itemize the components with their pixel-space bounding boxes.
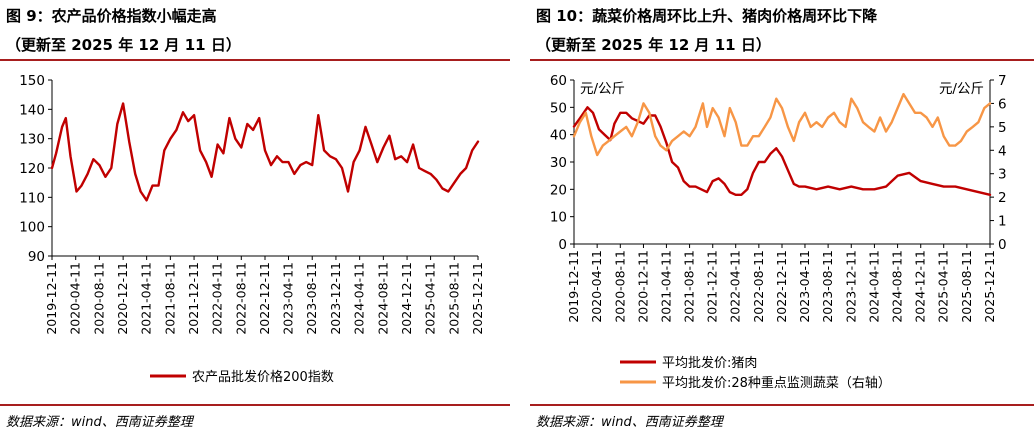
left-top-rule xyxy=(0,59,510,61)
series-line-1 xyxy=(572,106,992,197)
x-tick-label: 2023-12-11 xyxy=(843,250,858,323)
x-tick-label: 2025-12-11 xyxy=(982,250,997,323)
x-tick-label: 2024-04-11 xyxy=(352,262,367,335)
y2-tick-label: 3 xyxy=(998,167,1007,183)
y-tick-label: 40 xyxy=(550,128,567,144)
x-tick-label: 2021-04-11 xyxy=(658,250,673,323)
x-tick-label: 2025-04-11 xyxy=(936,250,951,323)
series-line-2 xyxy=(572,92,992,157)
left-figure-panel: 图 9：农产品价格指数小幅走高 （更新至 2025 年 12 月 11 日） 1… xyxy=(0,0,510,436)
y-tick-label: 0 xyxy=(558,237,567,253)
x-tick-label: 2023-12-11 xyxy=(328,262,343,335)
y2-tick-label: 1 xyxy=(998,214,1007,230)
y2-tick-label: 6 xyxy=(998,96,1007,112)
y-tick-label: 10 xyxy=(550,210,567,226)
x-tick-label: 2021-08-11 xyxy=(682,250,697,323)
x-tick-label: 2022-12-11 xyxy=(774,250,789,323)
x-tick-label: 2025-08-11 xyxy=(959,250,974,323)
x-tick-label: 2024-12-11 xyxy=(913,250,928,323)
series-line-1 xyxy=(50,102,480,202)
x-tick-label: 2020-04-11 xyxy=(589,250,604,323)
y-tick-label: 90 xyxy=(28,249,45,265)
x-tick-label: 2022-12-11 xyxy=(257,262,272,335)
legend-label-2: 平均批发价:28种重点监测蔬菜（右轴） xyxy=(662,375,891,391)
right-source-note: 数据来源：wind、西南证券整理 xyxy=(536,415,723,430)
left-bottom-rule xyxy=(0,404,510,406)
x-tick-label: 2023-08-11 xyxy=(304,262,319,335)
x-tick-label: 2022-04-11 xyxy=(728,250,743,323)
y-tick-label: 140 xyxy=(19,102,45,118)
y2-tick-label: 7 xyxy=(998,73,1007,89)
x-tick-label: 2024-08-11 xyxy=(890,250,905,323)
y-tick-label: 30 xyxy=(550,155,567,171)
y-tick-label: 120 xyxy=(19,161,45,177)
x-tick-label: 2021-08-11 xyxy=(162,262,177,335)
x-tick-label: 2024-04-11 xyxy=(866,250,881,323)
x-tick-label: 2021-04-11 xyxy=(139,262,154,335)
x-tick-label: 2020-08-11 xyxy=(612,250,627,323)
y2-tick-label: 2 xyxy=(998,190,1007,206)
x-tick-label: 2020-04-11 xyxy=(68,262,83,335)
right-figure-title: 图 10：蔬菜价格周环比上升、猪肉价格周环比下降 xyxy=(536,7,878,25)
y-tick-label: 130 xyxy=(19,132,45,148)
x-tick-label: 2019-12-11 xyxy=(44,262,59,335)
x-tick-label: 2023-08-11 xyxy=(820,250,835,323)
y2-tick-label: 5 xyxy=(998,120,1007,136)
x-tick-label: 2021-12-11 xyxy=(705,250,720,323)
y-tick-label: 110 xyxy=(19,190,45,206)
y-tick-label: 60 xyxy=(550,73,567,89)
y-unit-label: 元/公斤 xyxy=(580,81,625,97)
legend-label-1: 农产品批发价格200指数 xyxy=(192,369,334,385)
x-tick-label: 2021-12-11 xyxy=(186,262,201,335)
x-tick-label: 2020-12-11 xyxy=(635,250,650,323)
x-tick-label: 2025-04-11 xyxy=(423,262,438,335)
x-tick-label: 2020-12-11 xyxy=(115,262,130,335)
y-tick-label: 20 xyxy=(550,182,567,198)
y2-tick-label: 4 xyxy=(998,143,1007,159)
x-tick-label: 2022-08-11 xyxy=(233,262,248,335)
x-tick-label: 2023-04-11 xyxy=(797,250,812,323)
x-tick-label: 2022-08-11 xyxy=(751,250,766,323)
right-top-rule xyxy=(530,59,1034,61)
x-tick-label: 2024-08-11 xyxy=(375,262,390,335)
x-tick-label: 2025-08-11 xyxy=(446,262,461,335)
y-tick-label: 100 xyxy=(19,220,45,236)
y2-tick-label: 0 xyxy=(998,237,1007,253)
left-figure-title: 图 9：农产品价格指数小幅走高 xyxy=(6,7,217,25)
x-tick-label: 2019-12-11 xyxy=(566,250,581,323)
x-tick-label: 2020-08-11 xyxy=(91,262,106,335)
y2-unit-label: 元/公斤 xyxy=(939,81,984,97)
x-tick-label: 2023-04-11 xyxy=(281,262,296,335)
y-tick-label: 50 xyxy=(550,100,567,116)
right-figure-panel: 图 10：蔬菜价格周环比上升、猪肉价格周环比下降 （更新至 2025 年 12 … xyxy=(530,0,1034,436)
x-tick-label: 2022-04-11 xyxy=(210,262,225,335)
left-figure-subtitle: （更新至 2025 年 12 月 11 日） xyxy=(6,36,241,54)
right-bottom-rule xyxy=(530,404,1034,406)
x-tick-label: 2025-12-11 xyxy=(470,262,485,335)
legend-label-1: 平均批发价:猪肉 xyxy=(662,355,757,371)
x-tick-label: 2024-12-11 xyxy=(399,262,414,335)
right-figure-subtitle: （更新至 2025 年 12 月 11 日） xyxy=(536,36,771,54)
left-source-note: 数据来源：wind、西南证券整理 xyxy=(6,415,193,430)
y-tick-label: 150 xyxy=(19,73,45,89)
